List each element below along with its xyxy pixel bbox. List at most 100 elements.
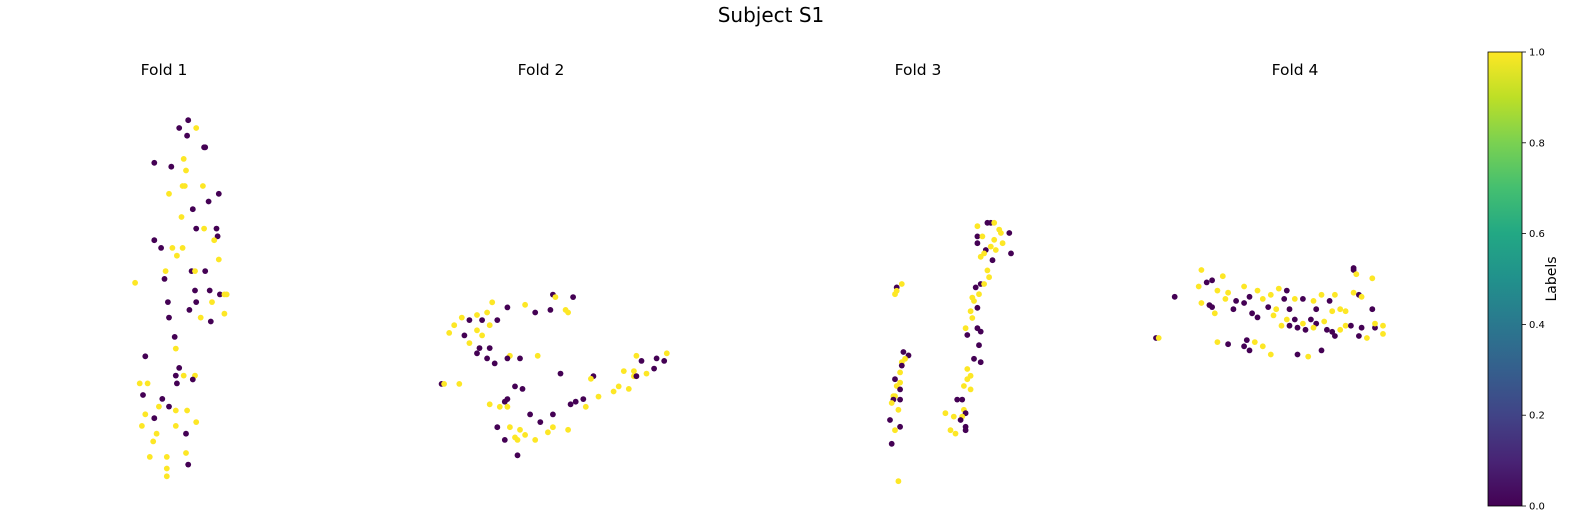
scatter-point	[1275, 285, 1282, 292]
scatter-point	[1222, 296, 1229, 302]
scatter-point	[964, 376, 971, 383]
scatter-point	[501, 437, 508, 443]
scatter-point	[1230, 306, 1237, 313]
scatter-point	[158, 245, 165, 251]
scatter-point	[1291, 296, 1298, 302]
scatter-point	[631, 368, 637, 374]
scatter-point	[1209, 304, 1215, 310]
panel-title: Fold 3	[895, 61, 942, 79]
scatter-point	[1155, 335, 1162, 341]
scatter-point	[189, 206, 196, 213]
scatter-point	[1209, 277, 1215, 284]
scatter-point	[504, 403, 511, 410]
scatter-point	[209, 299, 215, 305]
scatter-point	[986, 274, 992, 281]
scatter-point	[458, 314, 465, 321]
scatter-point	[999, 240, 1006, 247]
scatter-point	[185, 461, 192, 468]
scatter-point	[1372, 320, 1378, 327]
scatter-point	[156, 403, 162, 410]
scatter-point	[484, 355, 490, 362]
scatter-point	[633, 352, 640, 359]
scatter-point	[193, 419, 200, 425]
scatter-point	[897, 386, 903, 393]
scatter-point	[172, 407, 179, 414]
scatter-point	[977, 328, 984, 335]
scatter-point	[456, 381, 463, 387]
scatter-point	[565, 426, 571, 433]
panel-fold-3: Fold 3	[887, 61, 1014, 485]
scatter-point	[1214, 339, 1221, 345]
scatter-point	[1294, 324, 1301, 331]
scatter-point	[580, 396, 587, 402]
scatter-point	[1283, 287, 1290, 294]
scatter-point	[1358, 324, 1365, 331]
scatter-point	[1267, 351, 1274, 358]
scatter-point	[1006, 230, 1013, 236]
scatter-point	[1342, 308, 1349, 315]
scatter-point	[166, 403, 172, 410]
scatter-point	[972, 284, 979, 291]
scatter-point	[151, 159, 158, 166]
scatter-point	[1211, 310, 1218, 317]
scatter-point	[1267, 291, 1274, 298]
scatter-point	[183, 167, 189, 174]
scatter-point	[1329, 308, 1336, 315]
colorbar-tick-label: 0.4	[1529, 320, 1545, 331]
scatter-point	[1324, 326, 1330, 333]
scatter-point	[1300, 296, 1306, 302]
scatter-point	[989, 257, 996, 264]
scatter-point	[895, 478, 902, 485]
scatter-point	[900, 349, 907, 355]
scatter-point	[967, 308, 974, 315]
scatter-point	[527, 411, 533, 418]
scatter-point	[466, 317, 473, 323]
scatter-point	[501, 398, 508, 405]
scatter-point	[1008, 250, 1014, 257]
scatter-point	[197, 314, 204, 321]
scatter-point	[974, 233, 981, 240]
scatter-point	[213, 225, 220, 232]
scatter-point	[565, 309, 571, 316]
scatter-point	[595, 393, 602, 400]
scatter-point	[1278, 322, 1285, 329]
scatter-point	[1350, 289, 1357, 296]
scatter-point	[1358, 293, 1365, 300]
scatter-point	[193, 125, 200, 131]
scatter-point	[479, 332, 485, 339]
scatter-point	[172, 423, 179, 429]
scatter-point	[183, 430, 189, 437]
scatter-point	[207, 318, 214, 325]
scatter-point	[441, 381, 447, 387]
scatter-point	[176, 365, 183, 371]
scatter-point	[215, 256, 222, 263]
scatter-point	[221, 310, 228, 317]
scatter-point	[486, 345, 493, 351]
scatter-point	[494, 317, 501, 323]
scatter-point	[174, 380, 180, 387]
scatter-point	[1313, 306, 1320, 313]
scatter-point	[163, 465, 170, 472]
scatter-point	[179, 245, 186, 251]
scatter-point	[1251, 339, 1258, 345]
scatter-point	[991, 219, 998, 226]
scatter-point	[132, 279, 139, 286]
scatter-point	[1348, 322, 1354, 329]
scatter-point	[165, 299, 171, 305]
scatter-point	[1321, 318, 1328, 325]
scatter-point	[1372, 324, 1378, 331]
scatter-point	[1243, 337, 1250, 343]
scatter-point	[638, 358, 645, 364]
colorbar-ticks: 0.0 0.2 0.4 0.6 0.8 1.0	[1522, 48, 1545, 513]
scatter-point	[964, 366, 971, 372]
scatter-point	[512, 383, 518, 390]
scatter-point	[633, 373, 640, 380]
scatter-point	[545, 429, 551, 436]
scatter-point	[1364, 335, 1370, 341]
scatter-point	[140, 392, 146, 398]
scatter-point	[1318, 291, 1325, 298]
scatter-point	[1241, 283, 1247, 290]
scatter-point	[957, 417, 964, 423]
scatter-point	[969, 315, 976, 321]
scatter-point	[142, 411, 149, 418]
